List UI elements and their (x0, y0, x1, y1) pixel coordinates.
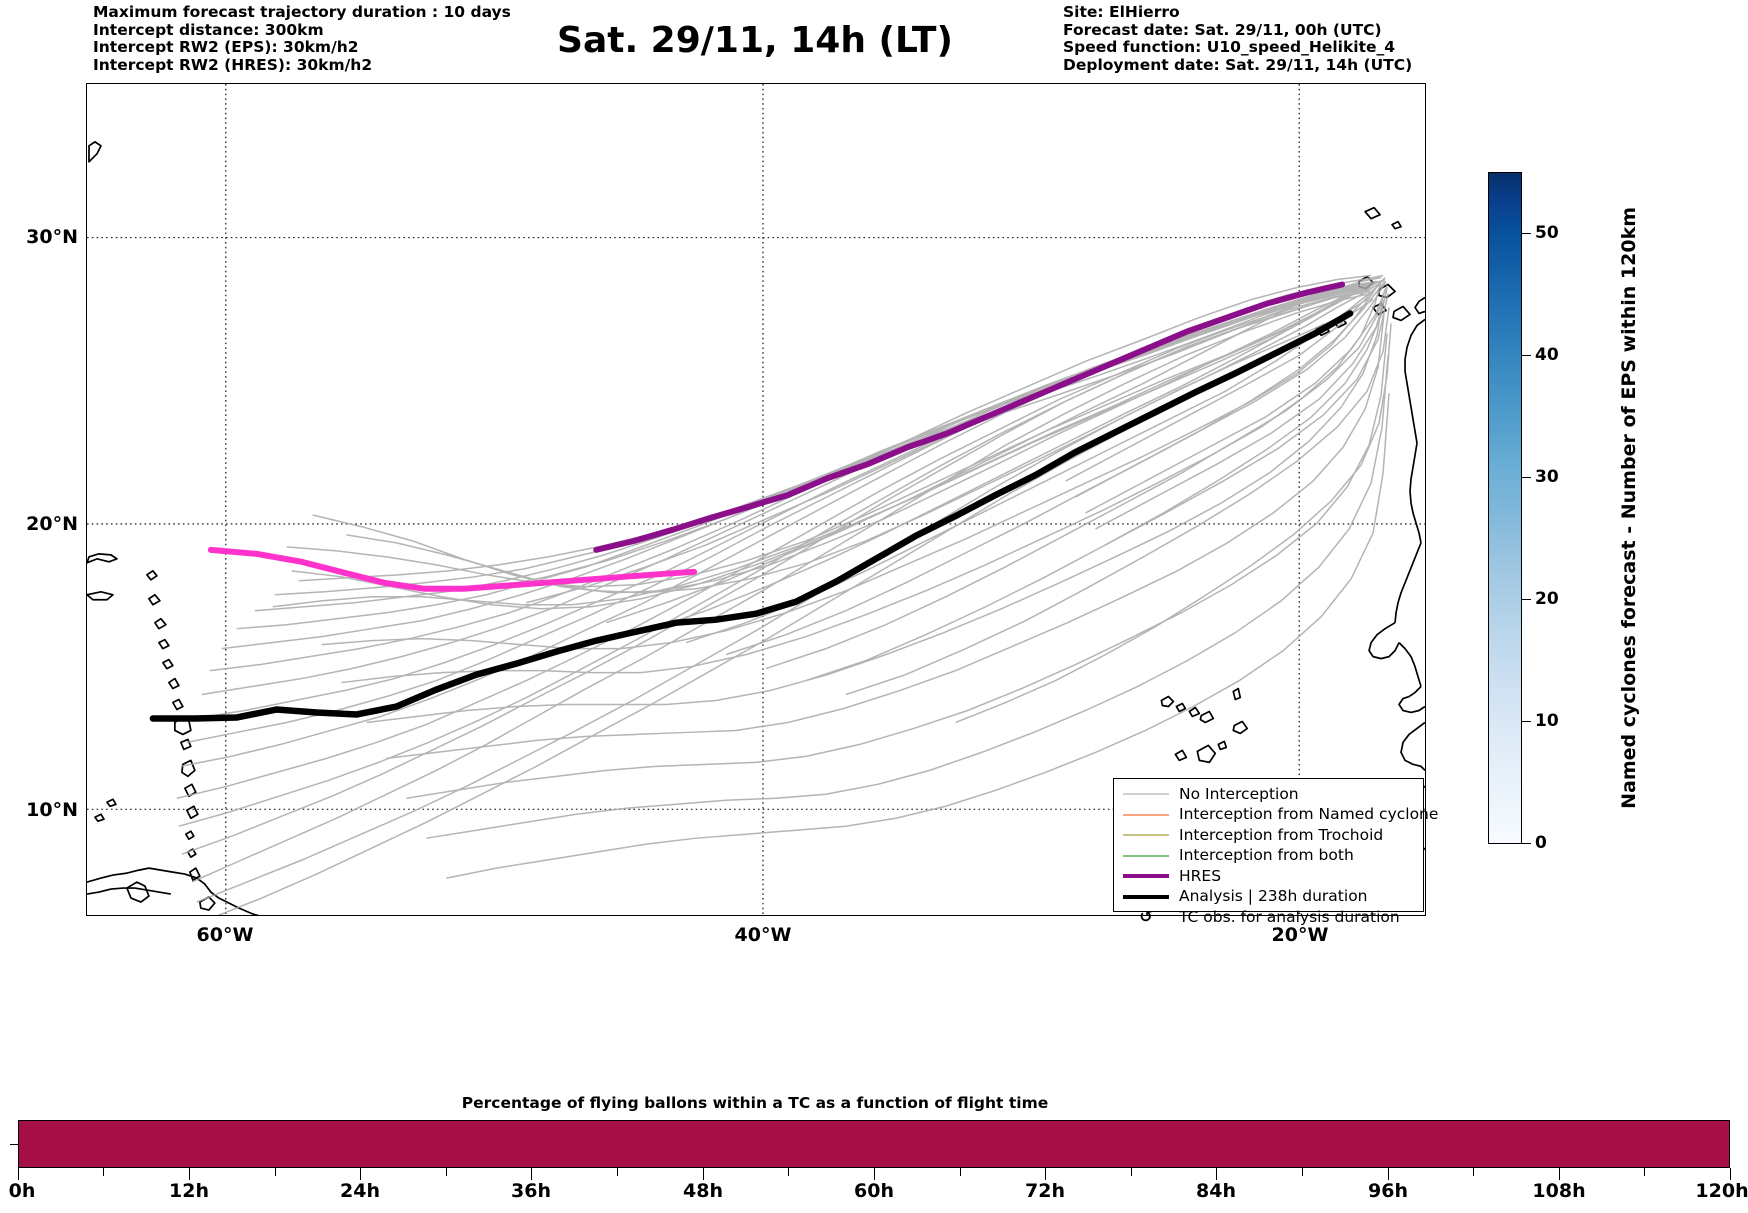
pbar-tick-0h (18, 1168, 20, 1180)
percentage-bar-fill (19, 1121, 1729, 1167)
percentage-bar-title: Percentage of flying ballons within a TC… (461, 1094, 1049, 1112)
pbar-tick-90h (1302, 1168, 1304, 1176)
coastline-layer (87, 141, 1425, 915)
pbar-label-108h: 108h (1532, 1180, 1586, 1202)
pbar-label-12h: 12h (169, 1180, 209, 1202)
colorbar-tick-label-0: 0 (1535, 833, 1547, 853)
pbar-label-0h: 0h (8, 1180, 36, 1202)
colorbar-tick-label-40: 40 (1535, 345, 1559, 365)
colorbar-axis-label-text: Named cyclones forecast - Number of EPS … (1618, 207, 1640, 809)
pbar-tick-54h (788, 1168, 790, 1176)
pbar-tick-48h (703, 1168, 705, 1180)
legend-item-hres[interactable]: HRES (1114, 866, 1423, 887)
magenta-balloon-track (207, 546, 698, 592)
legend-item-analysis[interactable]: Analysis | 238h duration (1114, 887, 1423, 908)
colorbar-tick-20 (1522, 599, 1531, 601)
legend-swatch-both (1123, 849, 1169, 863)
page-title: Sat. 29/11, 14h (LT) (557, 20, 953, 61)
pbar-label-36h: 36h (511, 1180, 551, 1202)
speed-function-label: Speed function: U10_speed_Helikite_4 (1063, 38, 1396, 56)
pbar-tick-84h (1216, 1168, 1218, 1180)
eps-trajectories-no-interception (176, 274, 1392, 915)
pbar-label-24h: 24h (340, 1180, 380, 1202)
pbar-tick-12h (189, 1168, 191, 1180)
header-left-line-2: Intercept distance: 300km (93, 20, 324, 39)
legend-item-tc-obs[interactable]: ↺ TC obs. for analysis duration (1114, 907, 1423, 928)
pbar-tick-102h (1473, 1168, 1475, 1176)
colorbar-tick-label-20: 20 (1535, 589, 1559, 609)
legend-swatch-no-interception (1123, 787, 1169, 801)
cyclone-icon: ↺ (1139, 907, 1153, 927)
pbar-tick-36h (531, 1168, 533, 1180)
header-left-line-4: Intercept RW2 (HRES): 30km/h2 (93, 55, 373, 74)
pbar-label-48h: 48h (683, 1180, 723, 1202)
pbar-tick-24h (360, 1168, 362, 1180)
legend-swatch-named-cyclone (1123, 808, 1169, 822)
legend-item-trochoid[interactable]: Interception from Trochoid (1114, 825, 1423, 846)
pbar-tick-78h (1131, 1168, 1133, 1176)
pbar-tick-60h (874, 1168, 876, 1180)
hres-track (593, 281, 1346, 553)
legend-label-named-cyclone: Interception from Named cyclone (1179, 805, 1439, 824)
legend-label-both: Interception from both (1179, 846, 1354, 865)
colorbar-tick-30 (1522, 477, 1531, 479)
pbar-tick-96h (1388, 1168, 1390, 1180)
pbar-tick-108h (1559, 1168, 1561, 1180)
legend-label-analysis: Analysis | 238h duration (1179, 887, 1368, 906)
legend-swatch-trochoid (1123, 828, 1169, 842)
colorbar-tick-0 (1522, 843, 1531, 845)
y-tick-label-10n: 10°N (26, 799, 78, 821)
x-tick-label-40w: 40°W (734, 924, 792, 946)
header-left-info-block: Maximum forecast trajectory duration : 1… (93, 3, 511, 74)
pbar-label-96h: 96h (1368, 1180, 1408, 1202)
pbar-tick-114h (1644, 1168, 1646, 1176)
pbar-label-120h: 120h (1695, 1180, 1748, 1202)
legend-label-trochoid: Interception from Trochoid (1179, 825, 1384, 844)
pbar-tick-120h (1730, 1168, 1732, 1180)
colorbar-tick-40 (1522, 355, 1531, 357)
legend-swatch-hres (1123, 869, 1169, 883)
pbar-label-72h: 72h (1025, 1180, 1065, 1202)
site-label: Site: ElHierro (1063, 3, 1180, 21)
pbar-label-84h: 84h (1196, 1180, 1236, 1202)
pbar-tick-18h (275, 1168, 277, 1176)
pbar-tick-42h (617, 1168, 619, 1176)
colorbar-tick-50 (1522, 233, 1531, 235)
colorbar-tick-label-30: 30 (1535, 467, 1559, 487)
legend-label-no-interception: No Interception (1179, 784, 1299, 803)
legend-label-hres: HRES (1179, 866, 1222, 885)
colorbar[interactable] (1488, 172, 1522, 844)
deployment-date-label: Deployment date: Sat. 29/11, 14h (UTC) (1063, 55, 1413, 74)
trajectory-map-plot (86, 83, 1426, 916)
header-left-line-1: Maximum forecast trajectory duration : 1… (93, 3, 511, 21)
colorbar-gradient (1489, 173, 1521, 843)
colorbar-tick-label-10: 10 (1535, 711, 1559, 731)
x-tick-label-20w: 20°W (1271, 924, 1329, 946)
pbar-tick-30h (446, 1168, 448, 1176)
legend-label-tc-obs: TC obs. for analysis duration (1179, 907, 1400, 926)
percentage-bar-y-tick (10, 1144, 18, 1146)
legend-item-no-interception[interactable]: No Interception (1114, 784, 1423, 805)
analysis-track (149, 310, 1354, 722)
pbar-label-60h: 60h (854, 1180, 894, 1202)
y-tick-label-30n: 30°N (26, 226, 78, 248)
pbar-tick-6h (103, 1168, 105, 1176)
header-left-line-3: Intercept RW2 (EPS): 30km/h2 (93, 38, 359, 56)
map-canvas (87, 84, 1425, 915)
colorbar-axis-label: Named cyclones forecast - Number of EPS … (1612, 172, 1646, 844)
forecast-date-label: Forecast date: Sat. 29/11, 00h (UTC) (1063, 20, 1382, 39)
y-tick-label-20n: 20°N (26, 513, 78, 535)
colorbar-tick-10 (1522, 721, 1531, 723)
pbar-tick-66h (960, 1168, 962, 1176)
percentage-bar-axes[interactable] (18, 1120, 1730, 1168)
x-tick-label-60w: 60°W (196, 924, 254, 946)
map-legend[interactable]: No Interception Interception from Named … (1113, 778, 1438, 925)
legend-swatch-analysis (1123, 890, 1169, 904)
colorbar-tick-label-50: 50 (1535, 223, 1559, 243)
header-right-info-block: Site: ElHierro Forecast date: Sat. 29/11… (1063, 3, 1413, 74)
pbar-tick-72h (1045, 1168, 1047, 1180)
legend-item-both[interactable]: Interception from both (1114, 846, 1423, 867)
legend-item-named-cyclone[interactable]: Interception from Named cyclone (1114, 805, 1438, 826)
